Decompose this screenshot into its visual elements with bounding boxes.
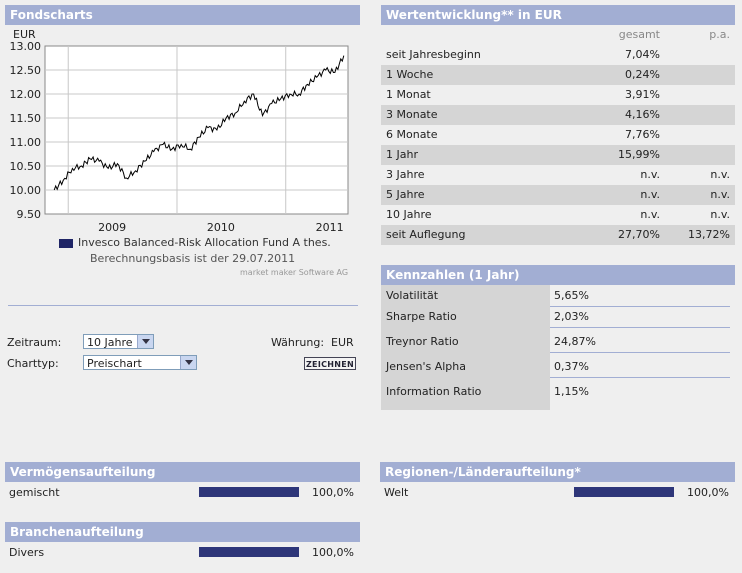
perf-gesamt: 4,16% [625,108,660,121]
plot-area [44,45,349,215]
perf-label: 1 Jahr [386,148,418,161]
kennzahl-label: Treynor Ratio [386,335,459,348]
basis-text: Berechnungsbasis ist der 29.07.2011 [90,252,296,265]
perf-label: 10 Jahre [386,208,432,221]
chart-currency-label: EUR [13,28,36,41]
x-tick-label: 2009 [98,221,126,234]
branchen-bar [199,547,299,557]
fondscharts-header: Fondscharts [5,5,360,25]
x-tick-label: 2010 [207,221,235,234]
zeichnen-button[interactable]: ZEICHNEN [304,357,356,370]
perf-row: 1 Monat 3,91% [381,85,735,105]
legend-label: Invesco Balanced-Risk Allocation Fund A … [78,236,331,249]
perf-gesamt: 15,99% [618,148,660,161]
charttyp-select[interactable]: Preischart [83,355,197,370]
perf-gesamt: n.v. [640,208,660,221]
perf-header-row: gesamt p.a. [381,25,735,45]
kennzahl-value: 24,87% [554,335,596,348]
kennzahl-label: Volatilität [386,289,439,302]
kennzahlen-header: Kennzahlen (1 Jahr) [381,265,735,285]
perf-row: seit Jahresbeginn 7,04% [381,45,735,65]
regionen-header: Regionen-/Länderaufteilung* [380,462,735,482]
x-tick-label: 2011 [316,221,344,234]
chevron-down-icon[interactable] [180,356,196,369]
perf-row: 1 Jahr 15,99% [381,145,735,165]
y-tick-label: 10.50 [10,160,42,173]
regionen-value: 100,0% [687,486,729,499]
perf-row: 3 Monate 4,16% [381,105,735,125]
col-gesamt-header: gesamt [618,28,660,41]
chevron-down-icon[interactable] [137,335,153,348]
col-pa-header: p.a. [709,28,730,41]
regionen-label: Welt [384,486,409,499]
y-tick-label: 12.00 [10,88,42,101]
perf-row: seit Auflegung 27,70% 13,72% [381,225,735,245]
zeitraum-select[interactable]: 10 Jahre [83,334,154,349]
kennzahl-value: 1,15% [554,385,589,398]
regionen-bar [574,487,674,497]
kennzahl-label: Information Ratio [386,385,482,398]
perf-label: 3 Monate [386,108,438,121]
perf-gesamt: n.v. [640,168,660,181]
perf-pa: n.v. [710,208,730,221]
waehrung-label: Währung: [271,336,325,349]
perf-label: seit Auflegung [386,228,466,241]
perf-row: 1 Woche 0,24% [381,65,735,85]
branchen-value: 100,0% [312,546,354,559]
perf-pa: n.v. [710,188,730,201]
y-tick-label: 11.00 [10,136,42,149]
kennzahl-value: 5,65% [554,289,589,302]
kennzahl-divider [550,352,730,353]
perf-gesamt: n.v. [640,188,660,201]
y-tick-label: 10.00 [10,184,42,197]
y-tick-label: 9.50 [17,208,42,221]
kennzahlen-label-column [381,285,550,410]
zeitraum-value: 10 Jahre [87,336,133,349]
separator-line [8,305,358,306]
perf-gesamt: 3,91% [625,88,660,101]
zeitraum-label: Zeitraum: [7,336,62,349]
perf-label: 5 Jahre [386,188,425,201]
perf-label: 6 Monate [386,128,438,141]
perf-label: 3 Jahre [386,168,425,181]
y-tick-label: 12.50 [10,64,42,77]
perf-label: seit Jahresbeginn [386,48,481,61]
vermoegen-bar [199,487,299,497]
credit-text: market maker Software AG [240,268,349,277]
perf-label: 1 Woche [386,68,434,81]
perf-pa: n.v. [710,168,730,181]
kennzahl-label: Jensen's Alpha [386,360,466,373]
perf-row: 3 Jahre n.v. n.v. [381,165,735,185]
price-chart: 13.00 12.50 12.00 11.50 11.00 10.50 10.00 9.50 2… [10,40,349,234]
waehrung-value: EUR [331,336,354,349]
branchen-label: Divers [9,546,45,559]
legend-swatch [59,238,73,248]
branchen-header: Branchenaufteilung [5,522,360,542]
perf-row: 5 Jahre n.v. n.v. [381,185,735,205]
kennzahl-label: Sharpe Ratio [386,310,457,323]
kennzahl-divider [550,377,730,378]
vermoegen-label: gemischt [9,486,60,499]
y-tick-label: 13.00 [10,40,42,53]
kennzahl-divider [550,306,730,307]
charttyp-label: Charttyp: [7,357,59,370]
vermoegen-header: Vermögensaufteilung [5,462,360,482]
perf-gesamt: 7,04% [625,48,660,61]
perf-gesamt: 7,76% [625,128,660,141]
vermoegen-value: 100,0% [312,486,354,499]
charttyp-value: Preischart [87,357,142,370]
wertentwicklung-header: Wertentwicklung** in EUR [381,5,735,25]
kennzahl-divider [550,327,730,328]
perf-row: 6 Monate 7,76% [381,125,735,145]
y-tick-label: 11.50 [10,112,42,125]
perf-pa: 13,72% [688,228,730,241]
perf-gesamt: 27,70% [618,228,660,241]
kennzahl-value: 2,03% [554,310,589,323]
perf-gesamt: 0,24% [625,68,660,81]
chart-legend: Invesco Balanced-Risk Allocation Fund A … [59,236,331,249]
kennzahl-value: 0,37% [554,360,589,373]
perf-row: 10 Jahre n.v. n.v. [381,205,735,225]
series-line [53,55,345,191]
perf-label: 1 Monat [386,88,431,101]
